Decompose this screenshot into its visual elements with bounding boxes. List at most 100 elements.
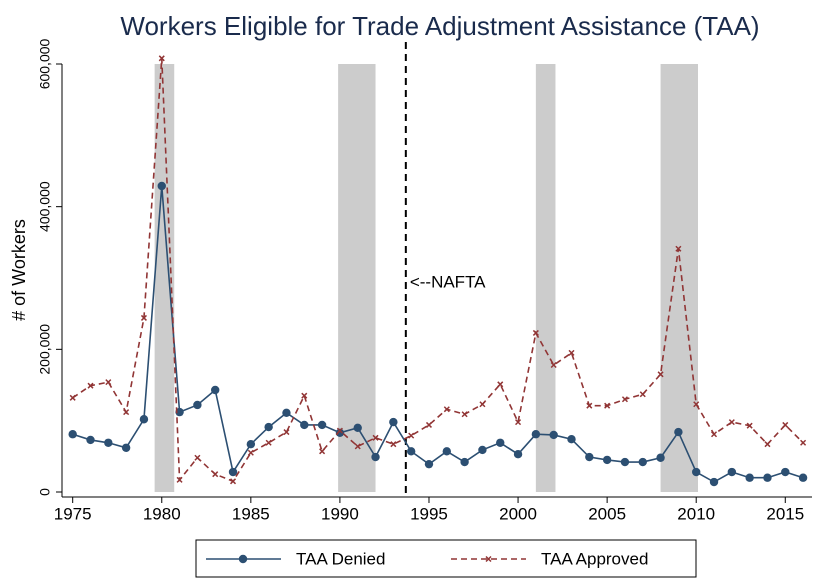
data-point (175, 407, 184, 417)
data-point (782, 421, 789, 428)
data-point (228, 467, 238, 477)
x-tick-label: 2005 (588, 504, 626, 523)
legend-label: TAA Approved (541, 549, 648, 568)
data-point (497, 381, 504, 388)
data-point (693, 401, 700, 408)
data-point (371, 452, 380, 462)
data-point (354, 443, 361, 450)
x-tick-label: 2015 (766, 504, 804, 523)
data-point (105, 379, 112, 386)
data-point (265, 439, 272, 446)
data-point (709, 477, 719, 487)
data-point (140, 314, 147, 321)
y-tick-label: 600,000 (37, 38, 53, 89)
x-tick-label: 2010 (677, 504, 715, 523)
data-point (390, 441, 397, 448)
data-point (121, 443, 131, 452)
x-tick-label: 1995 (410, 504, 448, 523)
data-point (68, 430, 77, 439)
data-point (763, 473, 772, 482)
data-point (727, 467, 737, 477)
legend-marker (485, 555, 492, 563)
data-point (496, 438, 505, 447)
data-point (425, 421, 433, 428)
data-point (247, 449, 254, 456)
data-point (604, 402, 611, 409)
data-point (336, 427, 343, 434)
annotation: <--NAFTA (410, 272, 486, 291)
data-point (229, 478, 237, 485)
shaded-period (535, 64, 556, 492)
data-point (194, 454, 201, 461)
data-point (408, 432, 415, 439)
data-point (745, 473, 754, 482)
data-point (639, 391, 646, 398)
data-point (513, 449, 523, 459)
x-tick-label: 1990 (321, 504, 359, 523)
x-tick-label: 1985 (232, 504, 270, 523)
data-point (158, 55, 165, 62)
y-tick-label: 200,000 (37, 324, 53, 375)
shaded-period (338, 64, 376, 492)
data-point (728, 419, 735, 426)
data-point (389, 417, 398, 427)
data-point (211, 385, 220, 395)
data-point (549, 430, 558, 440)
data-point (406, 447, 416, 456)
data-point (764, 441, 771, 448)
data-point (317, 420, 327, 430)
x-tick-label: 2000 (499, 504, 537, 523)
legend-label: TAA Denied (296, 549, 385, 568)
x-tick-label: 1975 (54, 504, 92, 523)
data-point (746, 422, 753, 429)
data-point (800, 439, 807, 446)
y-tick-label: 0 (37, 488, 53, 496)
data-point (353, 423, 362, 432)
data-point (193, 400, 202, 410)
data-point (442, 447, 451, 456)
data-point (674, 427, 683, 437)
data-point (620, 457, 630, 467)
legend-marker (238, 554, 248, 564)
chart-title: Workers Eligible for Trade Adjustment As… (120, 11, 759, 41)
data-point (212, 471, 219, 478)
data-point (282, 408, 291, 418)
data-point (692, 467, 701, 477)
data-point (301, 392, 308, 399)
data-point (69, 394, 76, 401)
data-point (657, 371, 664, 378)
y-tick-label: 400,000 (37, 181, 53, 232)
data-point (319, 448, 326, 455)
data-point (372, 434, 379, 441)
data-point (638, 457, 647, 467)
shaded-period (154, 64, 175, 492)
data-point (602, 455, 612, 465)
data-point (157, 181, 166, 191)
data-point (568, 349, 575, 356)
data-point (532, 329, 539, 336)
data-point (123, 409, 130, 416)
data-point (656, 453, 665, 462)
data-point (461, 411, 468, 418)
data-point (550, 361, 557, 369)
data-point (478, 445, 487, 455)
data-point (139, 415, 149, 424)
data-point (621, 396, 628, 403)
data-point (424, 459, 434, 469)
data-point (283, 429, 290, 436)
data-point (798, 473, 808, 482)
data-point (335, 428, 345, 437)
series-line (72, 58, 804, 483)
data-point (567, 435, 576, 444)
data-point (515, 419, 522, 426)
data-point (675, 245, 682, 252)
data-point (300, 420, 309, 430)
data-point (460, 457, 469, 467)
data-point (86, 435, 95, 445)
data-point (586, 402, 593, 409)
data-point (531, 430, 541, 439)
data-point (264, 422, 273, 432)
data-point (710, 431, 718, 438)
data-point (246, 440, 256, 449)
